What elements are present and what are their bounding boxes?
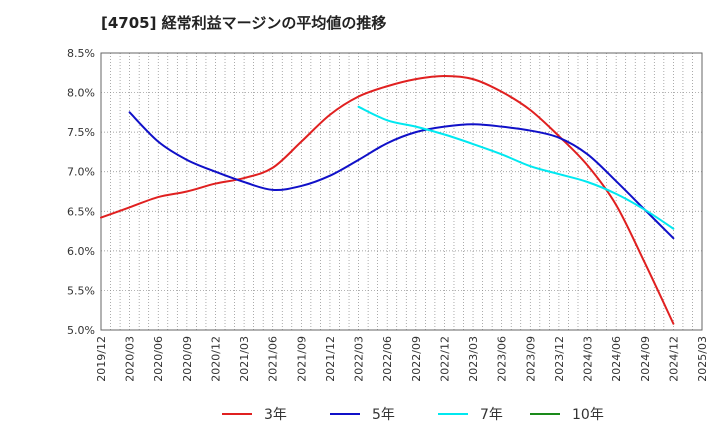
plot-area-border [100,52,703,331]
x-tick-label: 2023/09 [524,336,537,382]
x-tick-label: 2020/03 [124,336,137,382]
series-lines [100,74,675,325]
legend: 3年 5年 7年 10年 [222,407,604,423]
y-tick-label: 6.5% [67,205,95,218]
legend-label: 3年 [264,407,287,423]
x-tick-label: 2024/12 [667,336,680,382]
x-tick-label: 2024/06 [610,336,623,382]
x-tick-label: 2023/03 [467,336,480,382]
x-tick-label: 2020/12 [209,336,222,382]
y-tick-label: 6.0% [67,245,95,258]
x-tick-label: 2021/09 [295,336,308,382]
y-tick-label: 8.5% [67,47,95,60]
x-tick-label: 2023/12 [553,336,566,382]
series-line-3年 [100,74,675,325]
x-tick-label: 2023/06 [496,336,509,382]
legend-label: 7年 [480,407,503,423]
legend-label: 5年 [372,407,395,423]
x-tick-label: 2021/06 [267,336,280,382]
x-tick-label: 2024/03 [582,336,595,382]
x-tick-label: 2021/12 [324,336,337,382]
x-tick-label: 2022/03 [353,336,366,382]
y-tick-label: 5.5% [67,284,95,297]
x-tick-label: 2019/12 [95,336,108,382]
x-tick-label: 2020/06 [152,336,165,382]
series-line-7年 [357,105,675,230]
x-tick-label: 2021/03 [238,336,251,382]
x-tick-label: 2022/12 [438,336,451,382]
y-tick-label: 7.0% [67,166,95,179]
axes: 5.0% 5.5% 6.0% 6.5% 7.0% 7.5% 8.0% 8.5% 2019/12 2… [67,47,709,382]
legend-label: 10年 [572,407,604,423]
x-tick-label: 2020/09 [181,336,194,382]
x-tick-label: 2022/09 [410,336,423,382]
y-tick-label: 8.0% [67,87,95,100]
y-tick-label: 5.0% [67,324,95,337]
x-tick-label: 2022/06 [381,336,394,382]
y-tick-label: 7.5% [67,126,95,139]
x-tick-label: 2025/03 [696,336,709,382]
chart-title: [4705] 経常利益マージンの平均値の推移 [101,14,387,32]
series-line-5年 [128,111,675,240]
x-tick-label: 2024/09 [639,336,652,382]
